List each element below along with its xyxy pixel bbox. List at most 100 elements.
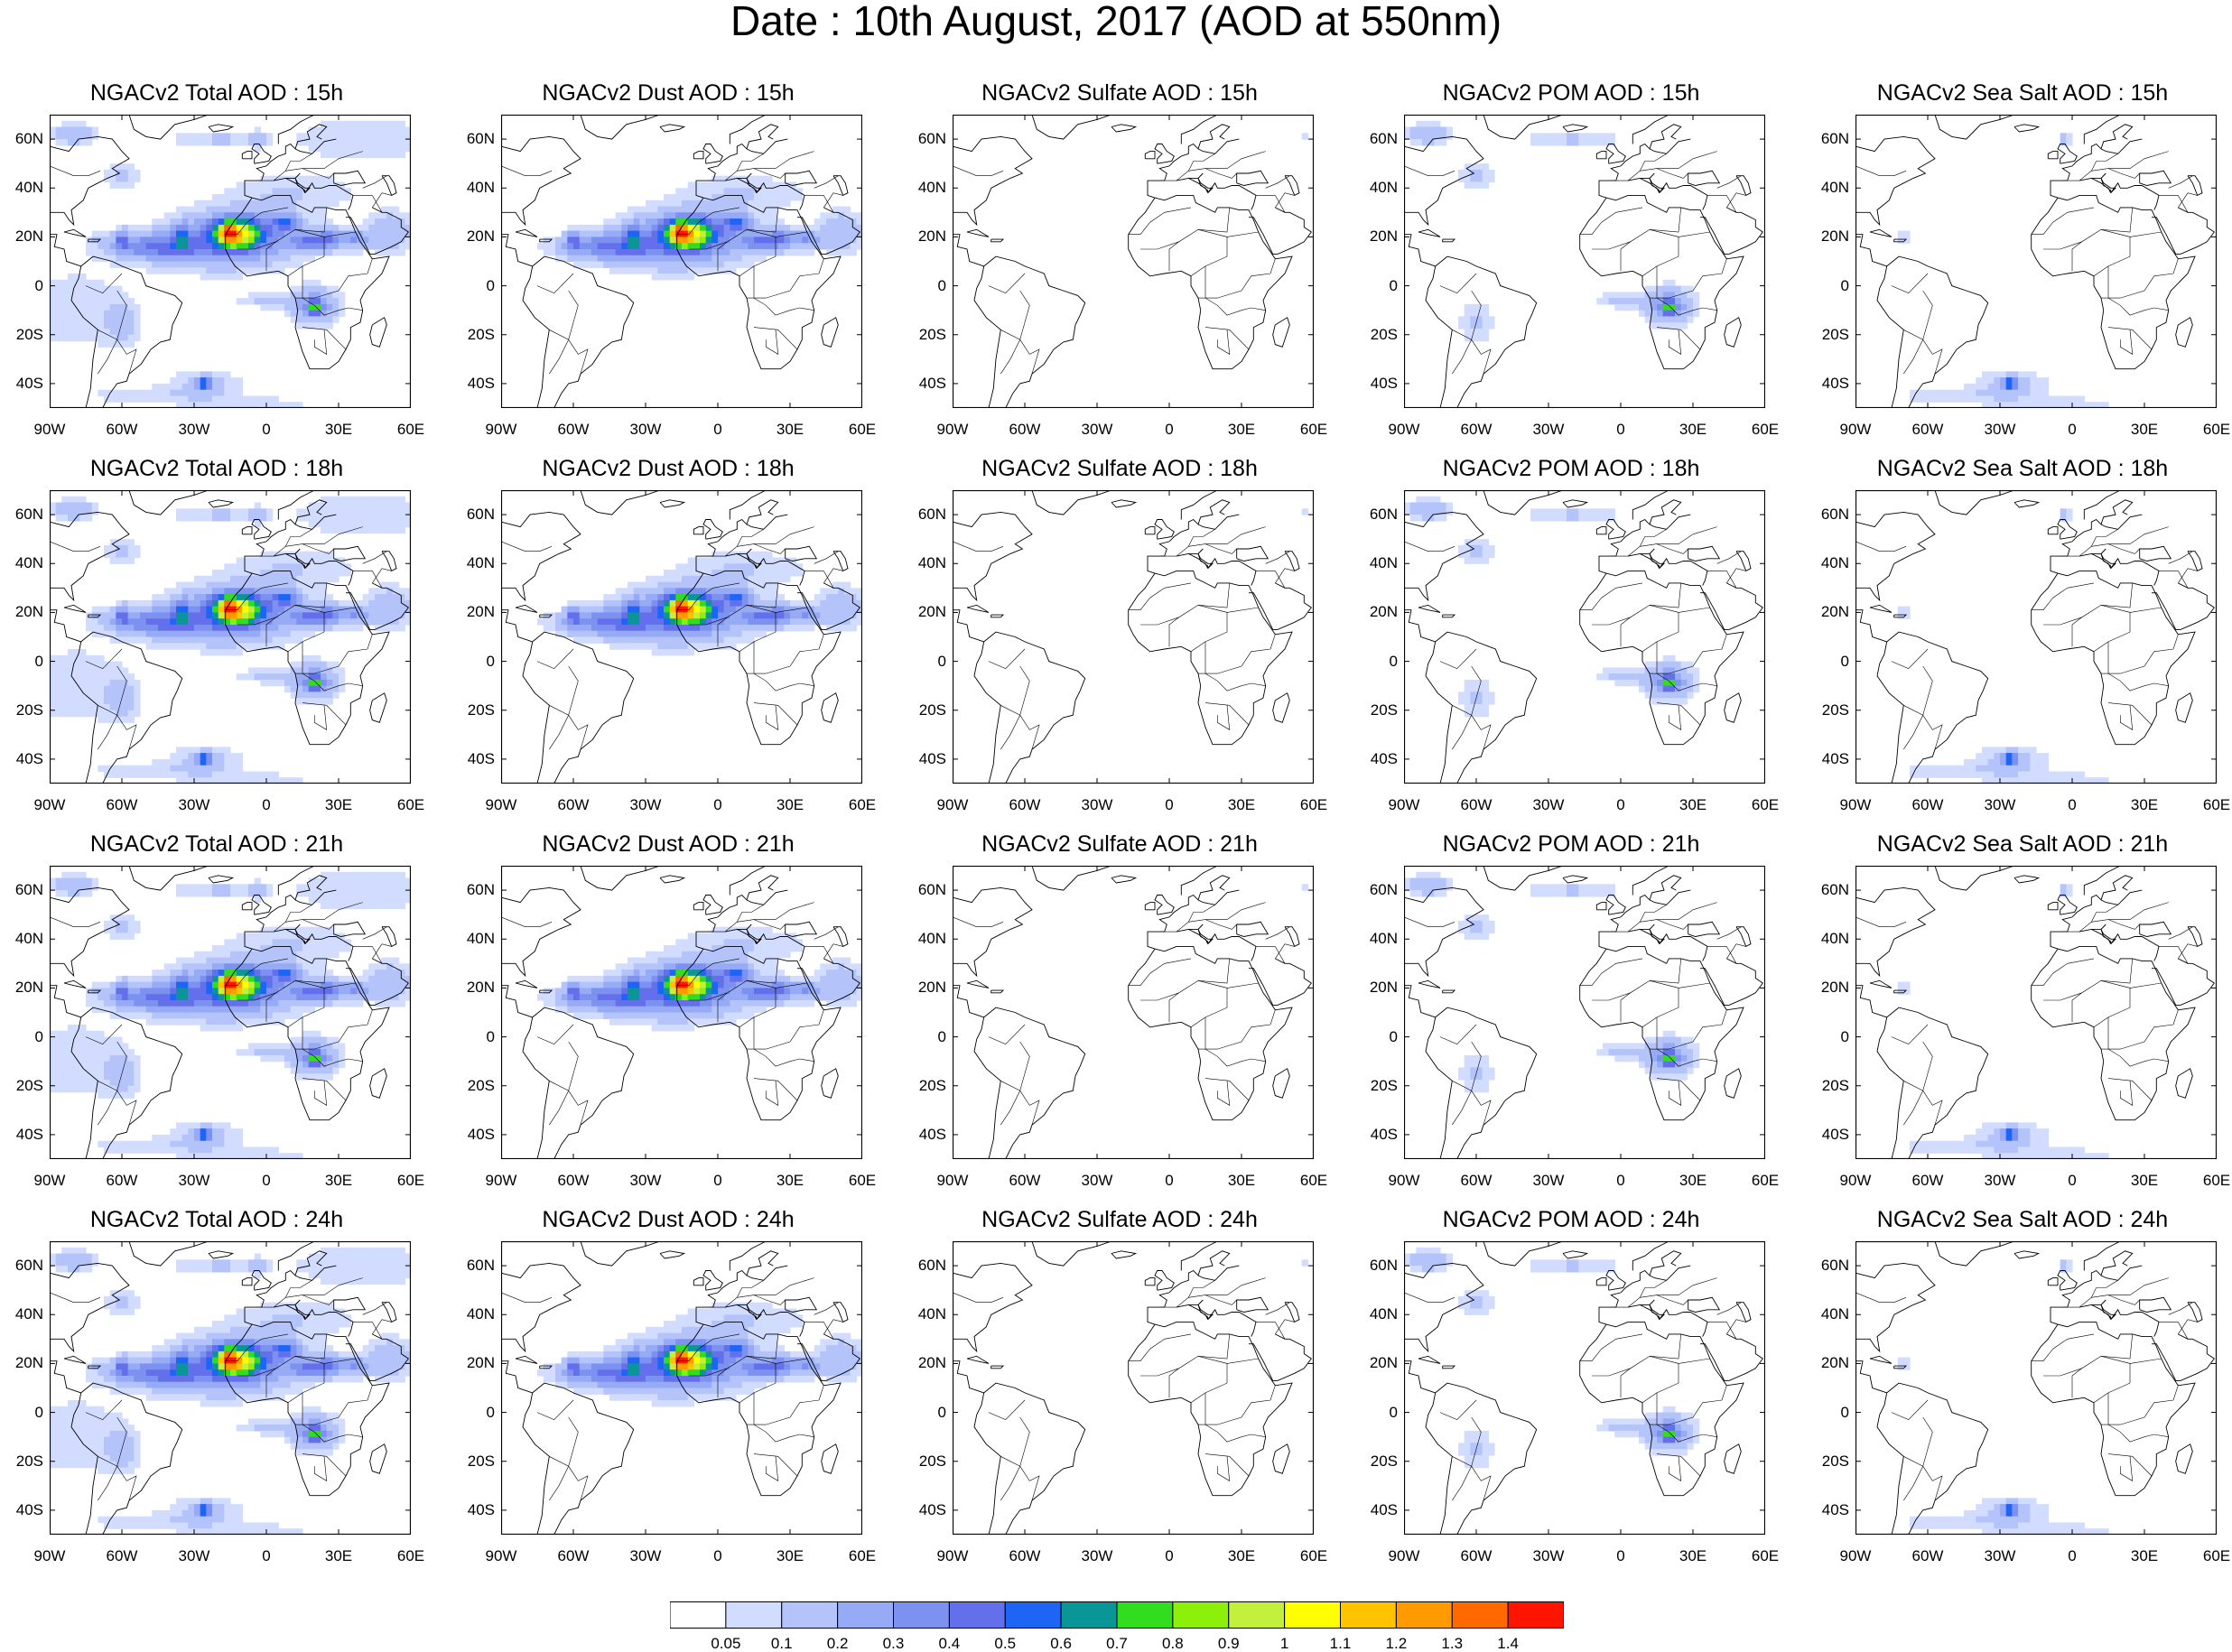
lat-tick-label: 20S xyxy=(451,1453,495,1470)
lon-tick-label: 60W xyxy=(1461,1548,1493,1564)
lat-tick-label: 40S xyxy=(0,376,43,392)
coastlines xyxy=(953,1241,1311,1535)
lon-tick-label: 90W xyxy=(937,797,969,813)
lon-tick-label: 60W xyxy=(1912,1548,1944,1564)
aod-map xyxy=(50,866,411,1159)
lon-tick-label: 90W xyxy=(1840,1173,1872,1189)
lon-tick-label: 60W xyxy=(1461,797,1493,813)
lon-tick-label: 90W xyxy=(1840,1548,1872,1564)
lon-tick-label: 30W xyxy=(179,797,210,813)
lon-tick-label: 60W xyxy=(107,1173,138,1189)
lat-tick-label: 40S xyxy=(1806,1127,1849,1143)
lon-tick-label: 30E xyxy=(2131,1173,2158,1189)
lat-tick-label: 20N xyxy=(1806,1355,1849,1371)
lon-tick-label: 30W xyxy=(1082,1173,1113,1189)
panel-title: NGACv2 Sea Salt AOD : 21h xyxy=(1842,832,2203,856)
lat-tick-label: 20N xyxy=(903,979,946,996)
aod-field xyxy=(1898,1259,2109,1535)
lon-tick-label: 0 xyxy=(713,1548,721,1564)
aod-map xyxy=(1855,866,2217,1159)
lat-tick-label: 60N xyxy=(0,506,43,523)
lat-tick-label: 0 xyxy=(1354,278,1398,294)
lon-tick-label: 60W xyxy=(1461,1173,1493,1189)
lon-tick-label: 60E xyxy=(1752,1548,1779,1564)
lat-tick-label: 20N xyxy=(0,1355,43,1371)
lon-tick-label: 30E xyxy=(1679,422,1707,438)
panel-title: NGACv2 Total AOD : 21h xyxy=(36,832,397,856)
lon-tick-label: 60E xyxy=(2203,422,2230,438)
colorbar-tick-label: 0.7 xyxy=(1106,1636,1128,1651)
lon-tick-label: 90W xyxy=(34,1173,66,1189)
lon-tick-label: 30W xyxy=(630,422,662,438)
aod-field xyxy=(1898,133,2109,408)
lat-tick-label: 60N xyxy=(1354,1258,1398,1274)
lat-tick-label: 40N xyxy=(903,555,946,571)
lon-tick-label: 0 xyxy=(1616,797,1624,813)
lon-tick-label: 90W xyxy=(937,1173,969,1189)
lon-tick-label: 0 xyxy=(2068,422,2076,438)
lat-tick-label: 0 xyxy=(903,1029,946,1045)
lon-tick-label: 0 xyxy=(1165,1173,1173,1189)
lat-tick-label: 20N xyxy=(1806,604,1849,620)
colorbar-tick-label: 0.6 xyxy=(1050,1636,1072,1651)
aod-map xyxy=(1404,115,1765,408)
lon-tick-label: 60W xyxy=(1009,1548,1041,1564)
colorbar-swatch xyxy=(894,1602,950,1629)
lat-tick-label: 60N xyxy=(903,131,946,147)
aod-field xyxy=(1302,133,1308,139)
lon-tick-label: 30W xyxy=(179,422,210,438)
lon-tick-label: 0 xyxy=(1616,422,1624,438)
lon-tick-label: 90W xyxy=(34,797,66,813)
lat-tick-label: 20N xyxy=(0,979,43,996)
colorbar-tick-label: 0.4 xyxy=(939,1636,961,1651)
lon-tick-label: 60E xyxy=(2203,1173,2230,1189)
lat-tick-label: 20S xyxy=(0,702,43,719)
aod-map xyxy=(1855,1241,2217,1535)
lat-tick-label: 40S xyxy=(903,376,946,392)
colorbar-swatch xyxy=(1396,1602,1452,1629)
lat-tick-label: 20N xyxy=(903,228,946,245)
lon-tick-label: 30W xyxy=(1533,797,1565,813)
aod-map xyxy=(1404,1241,1765,1535)
aod-map xyxy=(1855,115,2217,408)
colorbar-tick-label: 0.1 xyxy=(771,1636,793,1651)
colorbar-tick-label: 0.5 xyxy=(994,1636,1016,1651)
lon-tick-label: 30E xyxy=(1228,1173,1255,1189)
lon-tick-label: 0 xyxy=(1165,1548,1173,1564)
lon-tick-label: 60E xyxy=(1752,797,1779,813)
aod-field xyxy=(1898,508,2109,784)
lat-tick-label: 20N xyxy=(903,604,946,620)
lon-tick-label: 0 xyxy=(713,1173,721,1189)
lat-tick-label: 20S xyxy=(451,702,495,719)
aod-map xyxy=(50,490,411,784)
lat-tick-label: 20S xyxy=(903,1453,946,1470)
lon-tick-label: 60W xyxy=(558,1548,590,1564)
lon-tick-label: 60E xyxy=(1752,1173,1779,1189)
panel-title: NGACv2 Dust AOD : 21h xyxy=(488,832,849,856)
lon-tick-label: 30W xyxy=(1985,797,2016,813)
lat-tick-label: 40N xyxy=(1806,180,1849,196)
aod-map xyxy=(501,115,862,408)
lat-tick-label: 40S xyxy=(451,1502,495,1518)
lon-tick-label: 0 xyxy=(262,1173,270,1189)
lon-tick-label: 30W xyxy=(630,797,662,813)
coastlines xyxy=(1404,866,1762,1159)
lat-tick-label: 0 xyxy=(903,278,946,294)
lon-tick-label: 90W xyxy=(937,1548,969,1564)
panel-title: NGACv2 POM AOD : 21h xyxy=(1390,832,1752,856)
lon-tick-label: 0 xyxy=(262,797,270,813)
lat-tick-label: 20N xyxy=(451,979,495,996)
lat-tick-label: 40N xyxy=(903,1306,946,1323)
lon-tick-label: 90W xyxy=(1389,422,1420,438)
colorbar-swatch xyxy=(1117,1602,1173,1629)
lon-tick-label: 90W xyxy=(937,422,969,438)
aod-map xyxy=(1404,866,1765,1159)
